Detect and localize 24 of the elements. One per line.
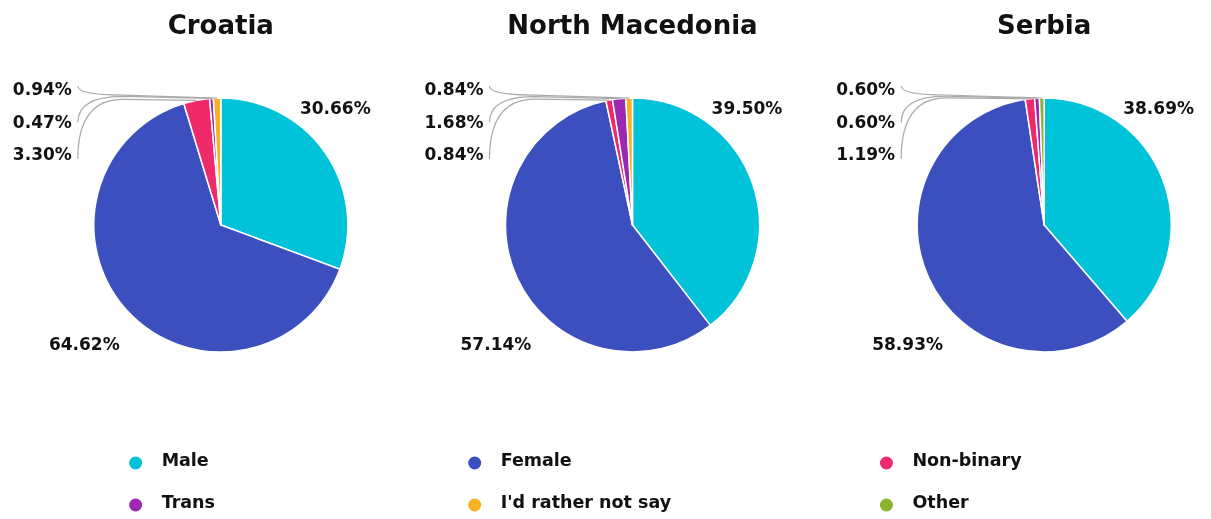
legend-label: I'd rather not say bbox=[500, 492, 672, 512]
data-label: 64.62% bbox=[48, 334, 120, 355]
legend-label: Male bbox=[161, 450, 209, 470]
legend-label: Non-binary bbox=[912, 450, 1023, 470]
data-label: 3.30% bbox=[12, 144, 72, 164]
data-label: 0.60% bbox=[836, 79, 896, 99]
chart-title: North Macedonia bbox=[507, 9, 758, 40]
chart-title: Croatia bbox=[167, 9, 274, 40]
legend-label: Other bbox=[912, 492, 970, 512]
data-label: 0.84% bbox=[424, 144, 484, 164]
data-label: 0.60% bbox=[836, 111, 896, 132]
data-label: 30.66% bbox=[299, 98, 371, 119]
data-label: 0.94% bbox=[12, 79, 72, 99]
data-label: 0.47% bbox=[12, 111, 72, 132]
legend-label: Trans bbox=[161, 492, 215, 512]
data-label: 38.69% bbox=[1123, 98, 1195, 119]
legend-label: Female bbox=[500, 450, 572, 470]
data-label: 1.68% bbox=[424, 111, 484, 132]
data-label: 39.50% bbox=[711, 98, 783, 119]
data-label: 0.84% bbox=[424, 79, 484, 99]
data-label: 58.93% bbox=[872, 334, 944, 355]
chart-title: Serbia bbox=[997, 9, 1092, 40]
data-label: 1.19% bbox=[836, 144, 896, 164]
data-label: 57.14% bbox=[460, 334, 532, 355]
